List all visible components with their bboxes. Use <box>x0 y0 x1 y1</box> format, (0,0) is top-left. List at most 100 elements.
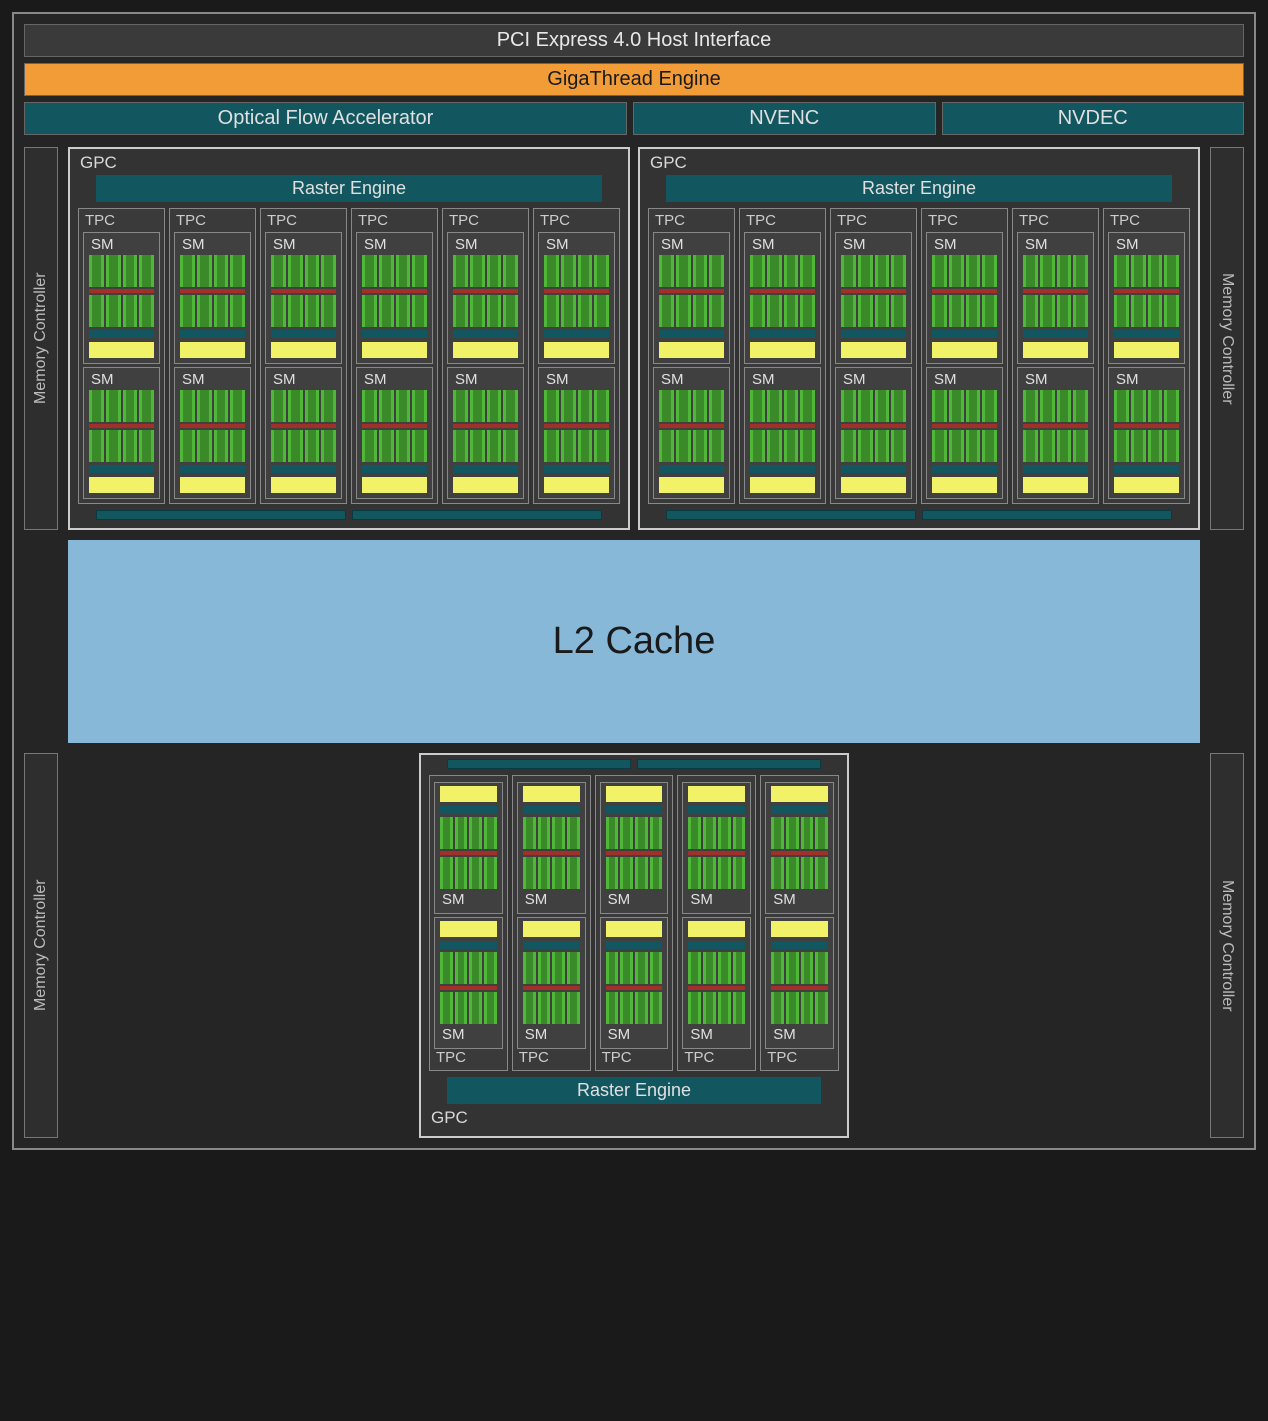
tpc-block: SMSMTPC <box>595 775 674 1071</box>
sm-label: SM <box>89 371 154 390</box>
sm-label: SM <box>271 371 336 390</box>
sm-cores <box>89 390 154 493</box>
tpc-label: TPC <box>765 1049 834 1066</box>
sm-block: SM <box>517 782 586 914</box>
tpc-block: TPCSMSM <box>1012 208 1099 504</box>
sm-cores <box>453 390 518 493</box>
sm-cores <box>1114 390 1179 493</box>
memory-controller-bottom-right: Memory Controller <box>1210 753 1244 1138</box>
tpc-block: TPC SM SM <box>169 208 256 504</box>
sm-block: SM <box>765 782 834 914</box>
tpc-label: TPC <box>447 212 524 229</box>
sm-block: SM <box>174 232 251 364</box>
sm-label: SM <box>1023 371 1088 390</box>
sm-label: SM <box>544 236 609 255</box>
sm-cores <box>606 921 663 1024</box>
sm-label: SM <box>271 236 336 255</box>
gpc-block: GPCRaster EngineTPCSMSMTPCSMSMTPCSMSMTPC… <box>638 147 1200 530</box>
tpc-block: TPC SM SM <box>830 208 917 504</box>
sm-label: SM <box>1114 371 1179 390</box>
sm-label: SM <box>362 236 427 255</box>
sm-block: SM <box>1017 232 1094 364</box>
sm-label: SM <box>453 371 518 390</box>
sm-block: SM <box>538 367 615 499</box>
raster-engine: Raster Engine <box>447 1077 821 1104</box>
sm-label: SM <box>932 371 997 390</box>
sm-label: SM <box>362 371 427 390</box>
sm-block: SM <box>434 782 503 914</box>
gpc-footer-bars <box>78 510 620 520</box>
tpc-block: TPC SM SM <box>351 208 438 504</box>
sm-label: SM <box>688 889 745 908</box>
sm-cores <box>688 786 745 889</box>
tpc-block: TPCSMSM <box>921 208 1008 504</box>
sm-cores <box>544 390 609 493</box>
sm-cores <box>1023 390 1088 493</box>
tpc-block: SMSMTPC <box>512 775 591 1071</box>
sm-cores <box>1114 255 1179 358</box>
tpc-label: TPC <box>83 212 160 229</box>
sm-block: SM <box>835 232 912 364</box>
tpc-label: TPC <box>744 212 821 229</box>
gpc-footer-bars <box>429 759 839 769</box>
sm-block: SM <box>517 917 586 1049</box>
sm-block: SM <box>744 232 821 364</box>
tpc-block: SM SM TPC <box>677 775 756 1071</box>
gpc-label: GPC <box>429 1106 839 1128</box>
gpc-row-bottom: SMSMTPCSMSMTPCSMSMTPCSMSMTPCSMSMTPCRaste… <box>68 753 1200 1138</box>
raster-engine: Raster Engine <box>666 175 1172 202</box>
tpc-label: TPC <box>682 1049 751 1066</box>
raster-engine: Raster Engine <box>96 175 602 202</box>
tpc-grid: TPCSMSMTPCSMSMTPCSMSMTPCSMSMTPCSMSMTPCSM… <box>78 208 620 504</box>
tpc-label: TPC <box>926 212 1003 229</box>
sm-block: SM <box>835 367 912 499</box>
sm-cores <box>523 786 580 889</box>
sm-cores <box>1023 255 1088 358</box>
gpc-label: GPC <box>648 153 1190 175</box>
sm-cores <box>180 255 245 358</box>
tpc-block: SMSMTPC <box>760 775 839 1071</box>
tpc-label: TPC <box>356 212 433 229</box>
sm-cores <box>750 255 815 358</box>
sm-block: SM <box>653 367 730 499</box>
main-grid: Memory Controller GPCRaster EngineTPCSMS… <box>24 147 1244 1138</box>
nvdec-bar: NVDEC <box>942 102 1245 135</box>
sm-cores <box>362 390 427 493</box>
sm-label: SM <box>659 371 724 390</box>
sm-block: SM <box>653 232 730 364</box>
sm-cores <box>659 255 724 358</box>
tpc-block: TPC SM SM <box>78 208 165 504</box>
sm-label: SM <box>180 236 245 255</box>
sm-cores <box>362 255 427 358</box>
sm-cores <box>440 786 497 889</box>
tpc-label: TPC <box>174 212 251 229</box>
sm-block: SM <box>600 917 669 1049</box>
sm-cores <box>771 786 828 889</box>
sm-label: SM <box>771 889 828 908</box>
sm-block: SM <box>682 917 751 1049</box>
sm-label: SM <box>89 236 154 255</box>
sm-cores <box>606 786 663 889</box>
sm-label: SM <box>180 371 245 390</box>
tpc-label: TPC <box>835 212 912 229</box>
sm-label: SM <box>544 371 609 390</box>
sm-cores <box>271 255 336 358</box>
sm-label: SM <box>440 1024 497 1043</box>
gigathread-bar: GigaThread Engine <box>24 63 1244 96</box>
sm-label: SM <box>688 1024 745 1043</box>
sm-block: SM <box>265 232 342 364</box>
sm-block: SM <box>1108 232 1185 364</box>
sm-cores <box>180 390 245 493</box>
sm-block: SM <box>83 367 160 499</box>
sm-cores <box>659 390 724 493</box>
sm-label: SM <box>1114 236 1179 255</box>
tpc-label: TPC <box>517 1049 586 1066</box>
memory-controller-top-right: Memory Controller <box>1210 147 1244 530</box>
gpc-block: SMSMTPCSMSMTPCSMSMTPCSMSMTPCSMSMTPCRaste… <box>419 753 849 1138</box>
sm-block: SM <box>1108 367 1185 499</box>
tpc-label: TPC <box>600 1049 669 1066</box>
tpc-label: TPC <box>653 212 730 229</box>
sm-label: SM <box>841 236 906 255</box>
sm-cores <box>271 390 336 493</box>
sm-cores <box>771 921 828 1024</box>
